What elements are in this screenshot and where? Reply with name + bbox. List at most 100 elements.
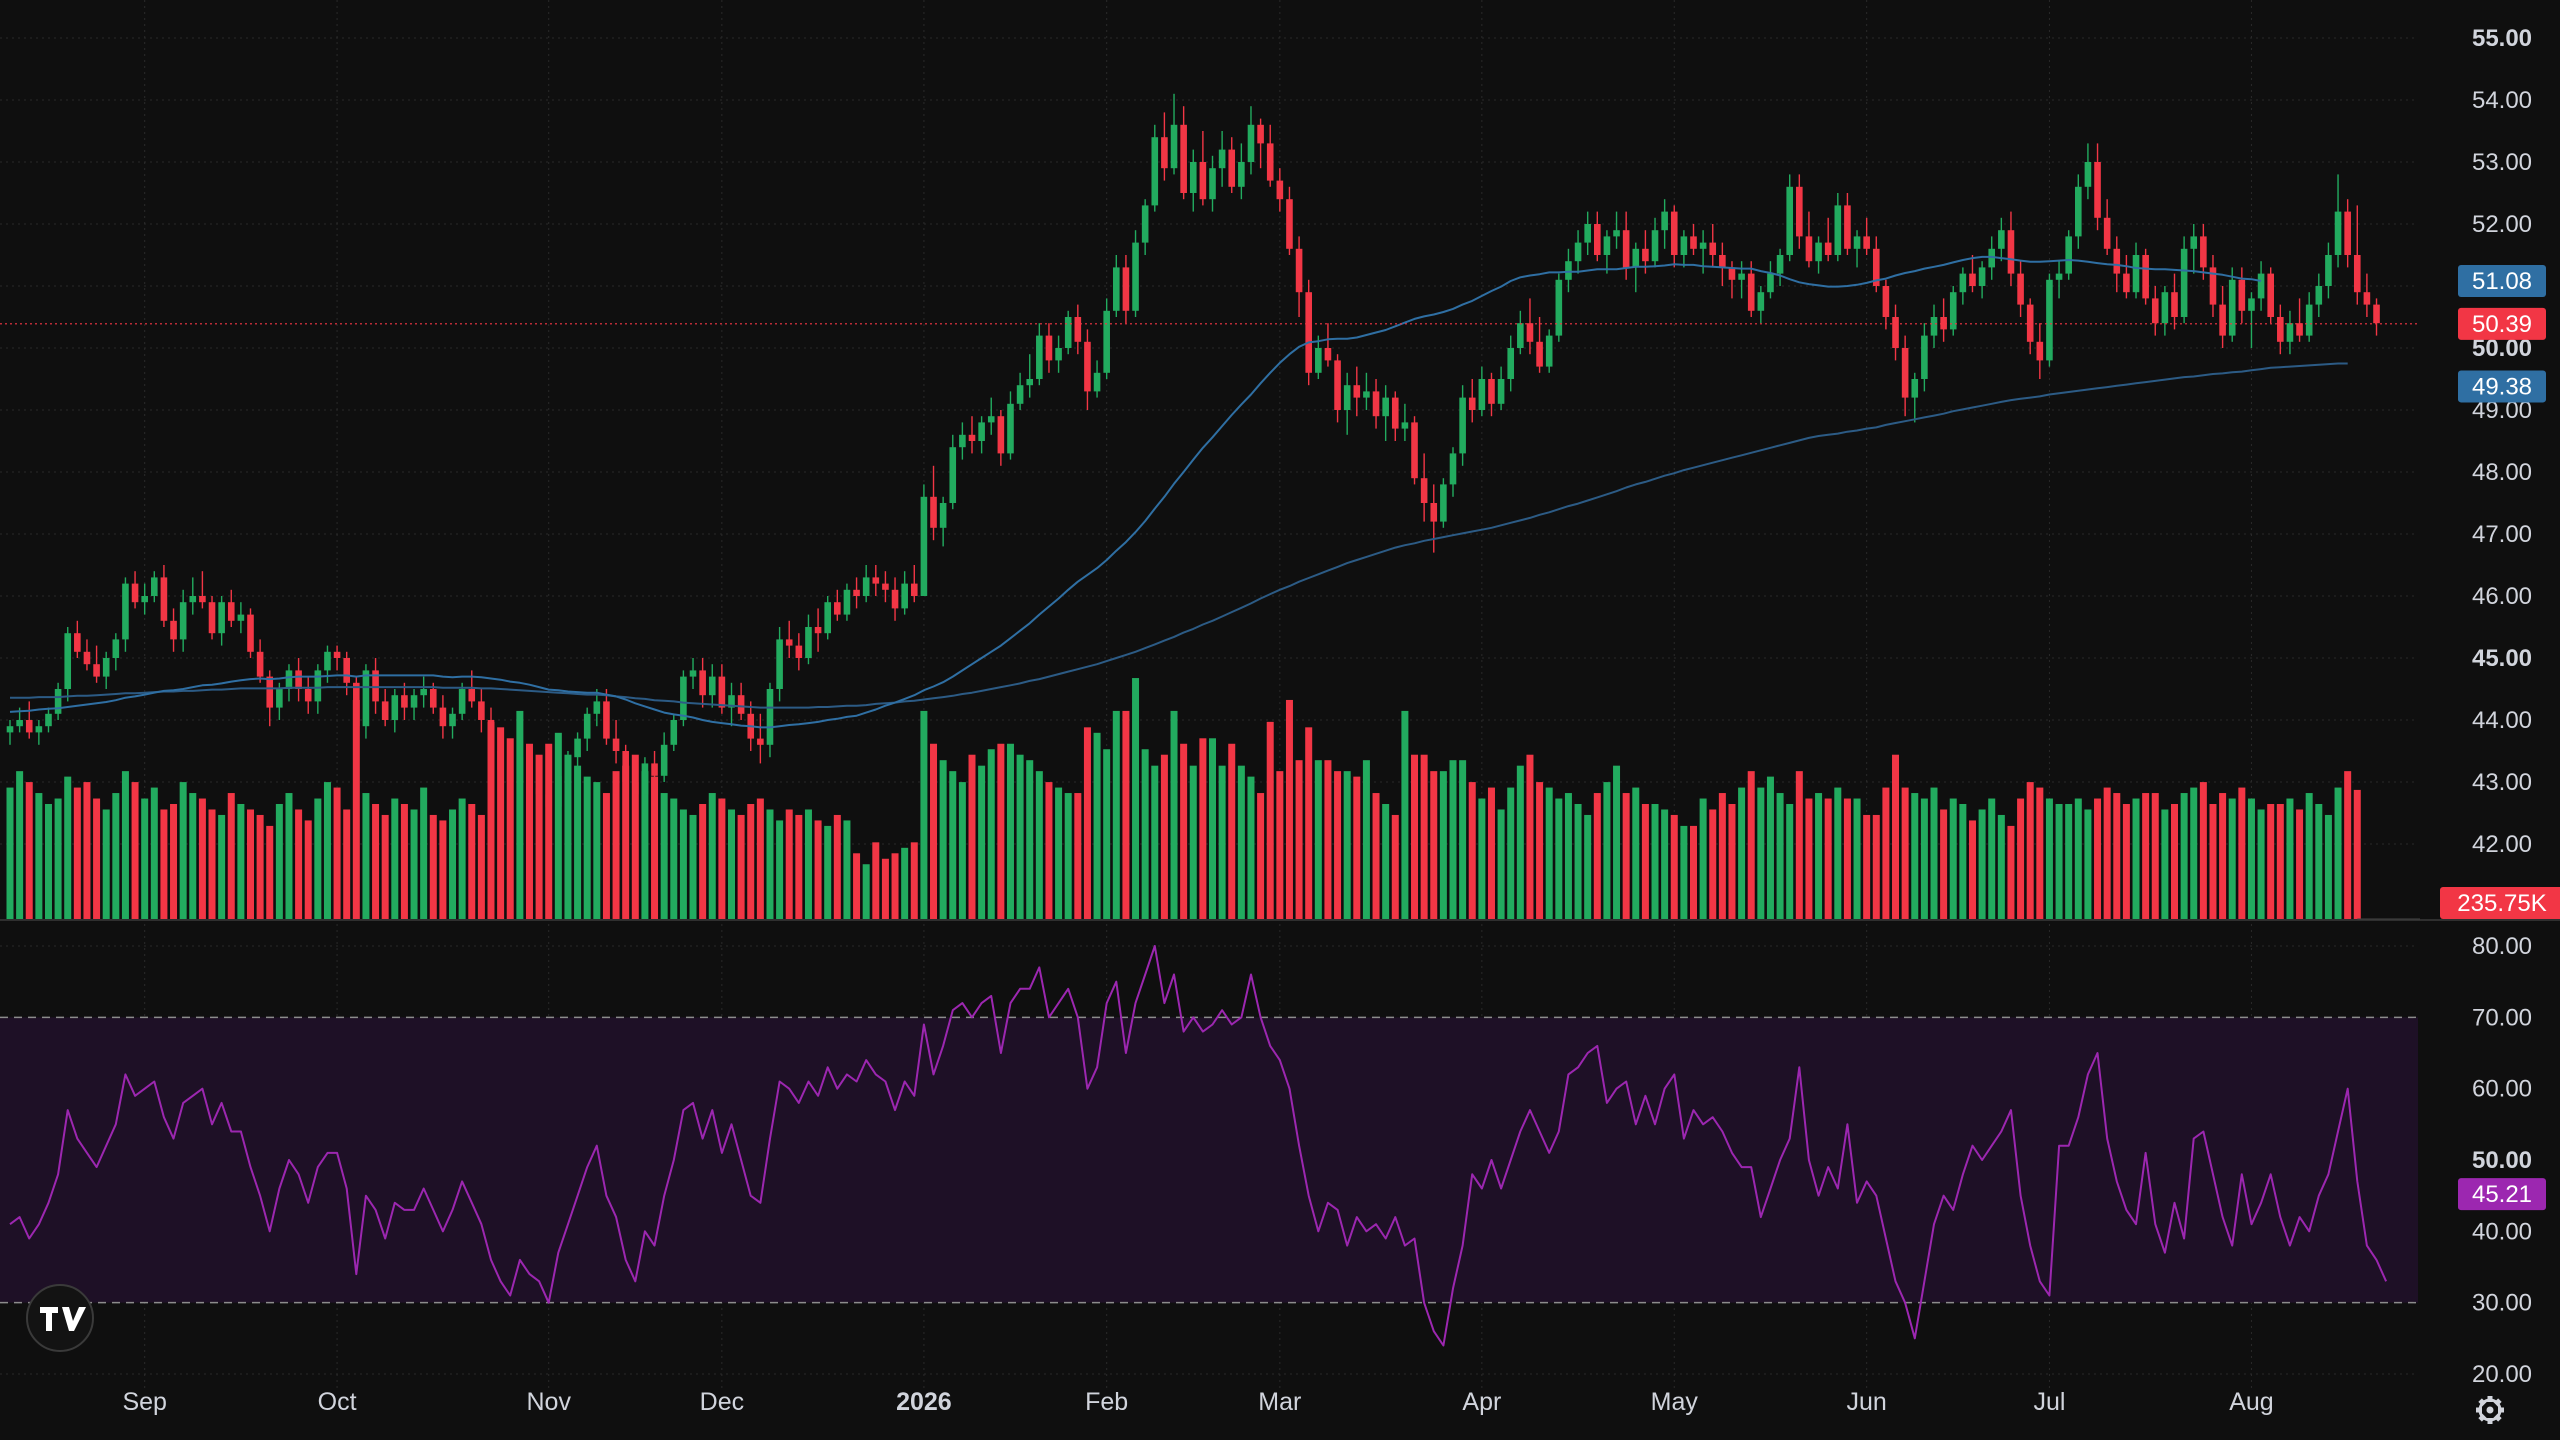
- candle[interactable]: [1911, 372, 1919, 423]
- candle[interactable]: [1988, 236, 1996, 280]
- candle[interactable]: [939, 496, 947, 547]
- candle[interactable]: [151, 571, 158, 603]
- candle[interactable]: [1719, 242, 1726, 286]
- candle[interactable]: [2267, 267, 2274, 324]
- candle[interactable]: [2046, 273, 2053, 367]
- candle[interactable]: [25, 701, 33, 739]
- candle[interactable]: [1440, 478, 1447, 528]
- candle[interactable]: [35, 720, 43, 745]
- candle[interactable]: [680, 670, 687, 727]
- candle[interactable]: [131, 571, 139, 609]
- candle[interactable]: [83, 639, 91, 671]
- candle[interactable]: [2103, 199, 2111, 255]
- candle[interactable]: [381, 689, 389, 727]
- candle[interactable]: [1295, 236, 1303, 317]
- candle[interactable]: [64, 627, 72, 702]
- candle[interactable]: [689, 658, 697, 689]
- candle[interactable]: [333, 645, 341, 671]
- candle[interactable]: [1257, 118, 1264, 169]
- candle[interactable]: [2065, 230, 2072, 280]
- candle[interactable]: [1218, 131, 1226, 187]
- candle[interactable]: [968, 416, 976, 454]
- candle[interactable]: [987, 397, 995, 435]
- candle[interactable]: [2228, 267, 2236, 342]
- candle[interactable]: [1151, 124, 1159, 212]
- candle[interactable]: [1574, 230, 1582, 274]
- candle[interactable]: [1959, 267, 1967, 305]
- candle[interactable]: [199, 571, 206, 609]
- candle[interactable]: [391, 689, 399, 733]
- candle[interactable]: [122, 577, 129, 652]
- candle[interactable]: [160, 565, 168, 627]
- candle[interactable]: [1036, 323, 1043, 386]
- candle[interactable]: [1276, 168, 1284, 212]
- candlesticks[interactable]: [6, 93, 2380, 820]
- candle[interactable]: [1161, 112, 1168, 181]
- candle[interactable]: [227, 589, 235, 627]
- candle[interactable]: [208, 596, 216, 640]
- time-axis[interactable]: Sep Oct Nov Dec 2026 Feb Mar Apr May Jun Jul Aug: [122, 1388, 2273, 1416]
- candle[interactable]: [1199, 131, 1207, 206]
- candle[interactable]: [2161, 286, 2169, 336]
- candle[interactable]: [1901, 335, 1909, 417]
- candle[interactable]: [2315, 273, 2323, 317]
- candle[interactable]: [603, 689, 610, 745]
- candle[interactable]: [1084, 329, 1091, 410]
- candle[interactable]: [1872, 236, 1880, 293]
- candle[interactable]: [1651, 217, 1659, 268]
- candle[interactable]: [526, 744, 533, 795]
- candle[interactable]: [362, 664, 370, 739]
- candle[interactable]: [1363, 372, 1370, 410]
- candle[interactable]: [1468, 379, 1476, 423]
- candle[interactable]: [901, 571, 908, 615]
- candle[interactable]: [805, 614, 812, 665]
- candle[interactable]: [564, 751, 572, 789]
- candle[interactable]: [1132, 230, 1139, 317]
- settings-gear-icon[interactable]: [2476, 1396, 2504, 1424]
- rsi-axis[interactable]: 80.00 70.00 60.00 50.00 40.00 30.00 20.00: [2472, 933, 2532, 1388]
- candle[interactable]: [353, 676, 360, 758]
- candle[interactable]: [997, 410, 1005, 466]
- candle[interactable]: [1565, 248, 1572, 293]
- candle[interactable]: [1401, 403, 1409, 441]
- candle[interactable]: [1786, 174, 1793, 262]
- candle[interactable]: [1122, 255, 1130, 324]
- candle[interactable]: [1343, 372, 1351, 435]
- candle[interactable]: [2353, 205, 2361, 305]
- candle[interactable]: [1853, 230, 1861, 268]
- candle[interactable]: [1266, 124, 1274, 187]
- candle[interactable]: [2200, 224, 2207, 280]
- candle[interactable]: [795, 633, 803, 671]
- candle[interactable]: [1478, 366, 1486, 417]
- candle[interactable]: [766, 682, 774, 758]
- candle[interactable]: [891, 577, 899, 621]
- candle[interactable]: [814, 608, 822, 652]
- candle[interactable]: [910, 565, 918, 603]
- candle[interactable]: [1680, 230, 1688, 268]
- candle[interactable]: [2026, 298, 2034, 355]
- candle[interactable]: [1555, 273, 1563, 342]
- candle[interactable]: [1228, 137, 1236, 193]
- candle[interactable]: [2036, 323, 2044, 379]
- candle[interactable]: [1863, 217, 1870, 255]
- candle[interactable]: [6, 720, 14, 745]
- candle[interactable]: [1892, 304, 1899, 361]
- candle[interactable]: [256, 639, 264, 683]
- candle[interactable]: [1093, 360, 1101, 398]
- candle[interactable]: [487, 707, 495, 764]
- candle[interactable]: [179, 589, 187, 652]
- candle[interactable]: [1459, 385, 1466, 466]
- candle[interactable]: [410, 689, 418, 720]
- candle[interactable]: [843, 583, 851, 621]
- candle[interactable]: [2296, 298, 2303, 342]
- candle[interactable]: [2171, 273, 2178, 330]
- candle[interactable]: [1064, 310, 1072, 355]
- candle[interactable]: [2209, 255, 2217, 317]
- candle[interactable]: [1391, 391, 1399, 441]
- candle[interactable]: [1141, 199, 1149, 255]
- candle[interactable]: [314, 664, 322, 714]
- candle[interactable]: [670, 713, 678, 751]
- candle[interactable]: [824, 596, 831, 640]
- candle[interactable]: [1824, 217, 1832, 262]
- candle[interactable]: [2180, 236, 2188, 324]
